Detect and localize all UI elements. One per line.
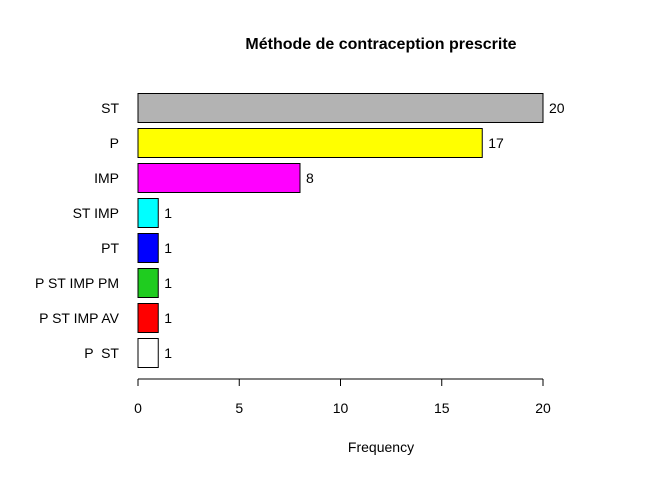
value-label-p-st: 1 — [164, 345, 172, 361]
bars-group — [137, 93, 544, 368]
category-label-p: P — [110, 135, 119, 151]
category-labels: ST P IMP ST IMP PT P ST IMP PM P ST IMP AV P ST — [35, 100, 120, 361]
value-label-p-st-imp-pm: 1 — [164, 275, 172, 291]
value-label-st-imp: 1 — [164, 205, 172, 221]
bar-p-st-imp-pm — [137, 268, 159, 298]
x-axis: 0 5 10 15 20 — [134, 378, 551, 416]
value-label-st: 20 — [549, 100, 565, 116]
x-tick-label-5: 5 — [235, 400, 243, 416]
category-label-st-imp: ST IMP — [73, 205, 119, 221]
category-label-p-st-imp-pm: P ST IMP PM — [35, 275, 119, 291]
category-label-imp: IMP — [94, 170, 119, 186]
category-label-p-st-imp-av: P ST IMP AV — [39, 310, 120, 326]
x-tick-label-10: 10 — [333, 400, 349, 416]
bar-imp — [137, 163, 301, 193]
bar-st-imp — [137, 198, 159, 228]
x-tick-label-20: 20 — [535, 400, 551, 416]
x-tick-label-0: 0 — [134, 400, 142, 416]
bar-pt — [137, 233, 159, 263]
value-label-p-st-imp-av: 1 — [164, 310, 172, 326]
value-labels: 20 17 8 1 1 1 1 1 — [164, 100, 565, 361]
value-label-p: 17 — [488, 135, 504, 151]
category-label-pt: PT — [101, 240, 119, 256]
chart-title: Méthode de contraception prescrite — [245, 36, 516, 53]
x-tick-label-15: 15 — [434, 400, 450, 416]
category-label-st: ST — [101, 100, 119, 116]
x-axis-title: Frequency — [348, 439, 414, 455]
bar-st — [137, 93, 544, 123]
bar-p — [137, 128, 483, 158]
bar-p-st — [137, 338, 159, 368]
value-label-pt: 1 — [164, 240, 172, 256]
value-label-imp: 8 — [306, 170, 314, 186]
bar-p-st-imp-av — [137, 303, 159, 333]
category-label-p-st: P ST — [84, 345, 119, 361]
